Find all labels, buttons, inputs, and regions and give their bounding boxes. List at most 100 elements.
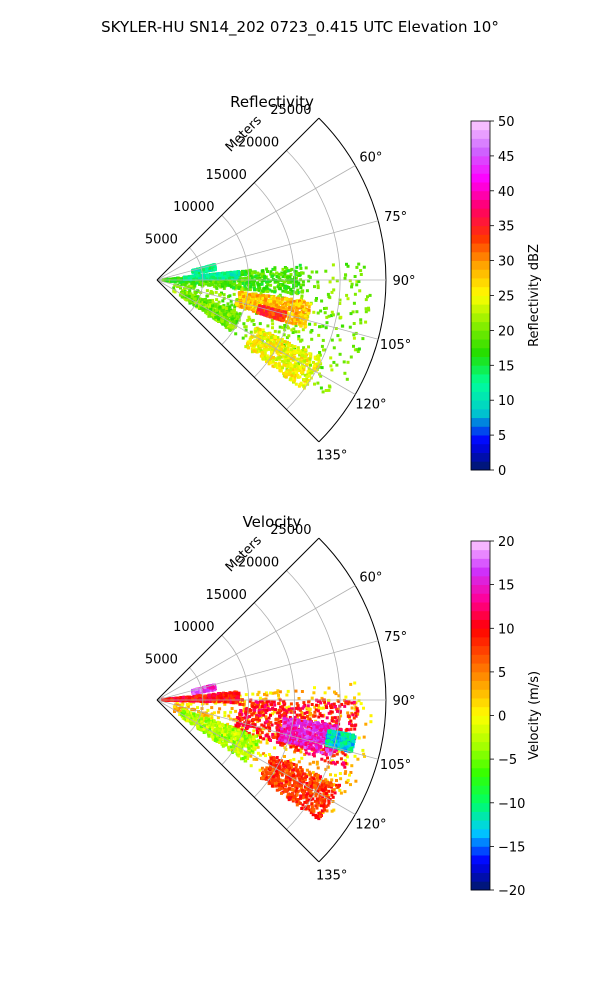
colorbar-segment — [471, 356, 490, 366]
radar-gate — [283, 340, 287, 344]
radar-gate — [242, 298, 246, 302]
radar-gate — [275, 350, 279, 354]
radar-gate — [281, 340, 285, 344]
radar-gate — [228, 305, 232, 309]
radar-gate — [267, 312, 271, 316]
radar-gate — [222, 286, 226, 290]
radar-gate — [250, 344, 254, 348]
radar-gate — [185, 298, 189, 302]
radar-gate — [292, 321, 296, 325]
radar-gate — [289, 300, 293, 304]
radar-gate — [291, 331, 295, 334]
range-tick-label: 10000 — [173, 200, 214, 215]
radar-gate — [218, 315, 222, 319]
radar-gate — [206, 708, 210, 712]
colorbar-segment — [471, 138, 490, 148]
radar-gate — [300, 290, 304, 294]
radar-gate — [222, 293, 226, 297]
radar-gate — [246, 287, 250, 291]
radar-gate — [338, 788, 342, 792]
radar-gate — [228, 308, 232, 312]
radar-gate — [242, 322, 246, 326]
radar-gate — [242, 269, 246, 273]
radar-gate — [260, 351, 264, 355]
radar-gate — [199, 306, 203, 310]
radar-gate — [291, 304, 295, 308]
radar-gate — [205, 274, 209, 278]
radar-gate — [326, 292, 330, 296]
radar-gate — [299, 359, 303, 363]
radar-gate — [294, 382, 298, 386]
radar-gate — [292, 299, 296, 303]
radar-gate — [247, 280, 251, 284]
radar-gate — [281, 366, 285, 370]
radar-gate — [266, 303, 270, 307]
radar-gate — [210, 716, 214, 720]
colorbar-segment — [471, 260, 490, 270]
radar-gate — [283, 284, 287, 288]
radar-gate — [270, 295, 274, 299]
radar-gate — [196, 706, 199, 710]
radar-gate — [207, 305, 211, 309]
radar-gate — [290, 267, 294, 271]
radar-gate — [188, 277, 192, 281]
radar-gate — [319, 309, 323, 313]
radar-gate — [208, 310, 212, 314]
radar-gate — [232, 321, 235, 325]
radar-gate — [263, 336, 267, 340]
radar-gate — [252, 349, 256, 353]
radar-gate — [291, 309, 295, 313]
radar-gate — [279, 305, 283, 309]
radar-gate — [264, 754, 267, 758]
colorbar-segment — [471, 164, 490, 174]
range-tick-label: 15000 — [206, 168, 247, 183]
radar-gate — [357, 692, 361, 696]
radar-gate — [299, 339, 303, 343]
radar-gate — [292, 283, 296, 287]
radar-gate — [333, 690, 336, 694]
radar-gate — [306, 311, 310, 315]
radar-gate — [198, 282, 201, 286]
radar-gate — [274, 358, 278, 362]
radar-gate — [215, 298, 219, 302]
radar-gate — [247, 305, 251, 309]
radar-gate — [304, 266, 308, 270]
radar-gate — [287, 373, 291, 377]
radar-gate — [274, 336, 277, 339]
azimuth-tick-label: 60° — [359, 151, 382, 166]
radar-gate — [262, 357, 265, 361]
colorbar-tick-label: 45 — [498, 150, 515, 165]
radar-gate — [260, 273, 264, 277]
radar-gate — [269, 691, 273, 695]
radar-gate — [296, 373, 300, 377]
radar-gate — [269, 315, 273, 319]
radar-gate — [175, 706, 179, 710]
radar-gate — [230, 319, 234, 323]
radar-gate — [312, 691, 316, 695]
radar-gate — [278, 364, 282, 368]
radar-gate — [255, 294, 259, 298]
radar-gate — [244, 295, 248, 299]
radar-gate — [190, 294, 194, 298]
radar-gate — [357, 736, 361, 740]
radar-gate — [313, 705, 317, 709]
radar-gate — [238, 283, 242, 287]
radar-gate — [350, 285, 354, 289]
radar-gate — [249, 754, 253, 758]
radar-gate — [334, 773, 337, 777]
radar-gate — [325, 315, 329, 319]
radar-gate — [265, 267, 269, 271]
colorbar-segment — [471, 286, 490, 296]
radar-gate — [217, 300, 221, 304]
radar-gate — [281, 306, 285, 310]
radar-gate — [306, 359, 310, 363]
radar-gate — [176, 285, 180, 288]
radar-gate — [214, 304, 218, 308]
radar-gate — [306, 370, 310, 374]
radar-gate — [320, 299, 324, 303]
radar-gate — [319, 386, 323, 390]
radar-gate — [359, 273, 363, 276]
radar-gate — [213, 267, 217, 271]
radar-gate — [277, 344, 281, 348]
colorbar-segment — [471, 347, 490, 357]
